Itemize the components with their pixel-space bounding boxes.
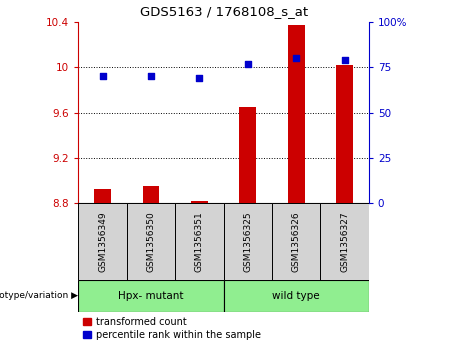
Text: GSM1356326: GSM1356326 — [292, 211, 301, 272]
Point — [292, 55, 300, 61]
Text: wild type: wild type — [272, 291, 320, 301]
Text: GSM1356349: GSM1356349 — [98, 211, 107, 272]
Point — [99, 73, 106, 79]
Text: GSM1356327: GSM1356327 — [340, 211, 349, 272]
Bar — [288, 25, 305, 203]
Title: GDS5163 / 1768108_s_at: GDS5163 / 1768108_s_at — [140, 5, 307, 18]
FancyBboxPatch shape — [224, 203, 272, 280]
FancyBboxPatch shape — [175, 203, 224, 280]
FancyBboxPatch shape — [272, 203, 320, 280]
Bar — [336, 65, 353, 203]
Bar — [142, 186, 160, 203]
Legend: transformed count, percentile rank within the sample: transformed count, percentile rank withi… — [83, 317, 261, 340]
FancyBboxPatch shape — [127, 203, 175, 280]
FancyBboxPatch shape — [224, 280, 369, 312]
Bar — [191, 201, 208, 203]
Point — [148, 73, 155, 79]
Bar — [239, 107, 256, 203]
Text: GSM1356350: GSM1356350 — [147, 211, 155, 272]
Text: GSM1356351: GSM1356351 — [195, 211, 204, 272]
Text: Hpx- mutant: Hpx- mutant — [118, 291, 184, 301]
FancyBboxPatch shape — [78, 280, 224, 312]
FancyBboxPatch shape — [78, 203, 127, 280]
Bar — [94, 188, 111, 203]
Text: GSM1356325: GSM1356325 — [243, 211, 252, 272]
Text: genotype/variation ▶: genotype/variation ▶ — [0, 291, 78, 300]
Point — [244, 61, 252, 66]
Point — [341, 57, 349, 63]
FancyBboxPatch shape — [320, 203, 369, 280]
Point — [196, 75, 203, 81]
